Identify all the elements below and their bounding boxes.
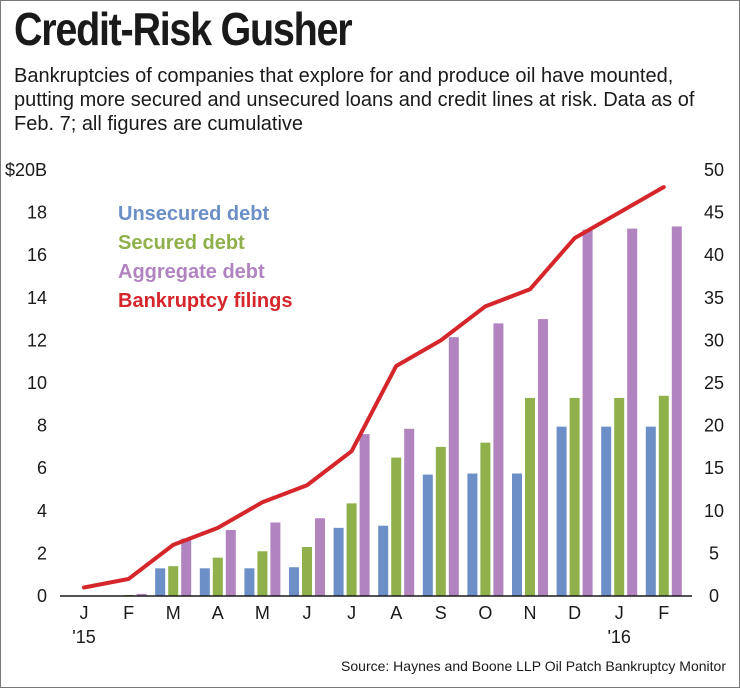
unsecured-debt-bar (199, 568, 210, 596)
secured-debt-bar (257, 551, 268, 596)
x-tick-label: A (390, 603, 402, 623)
chart-title: Credit-Risk Gusher (14, 3, 353, 55)
left-tick-label: 14 (27, 288, 47, 308)
left-axis-ticks: 0 2 4 6 8 10 12 14 16 18 $20B (5, 160, 47, 606)
left-tick-label: 0 (37, 586, 47, 606)
left-tick-label: 2 (37, 543, 47, 563)
right-tick-label: 50 (704, 160, 724, 180)
left-tick-label: 16 (27, 245, 47, 265)
left-tick-label: 6 (37, 458, 47, 478)
legend-entry: Bankruptcy filings (118, 290, 292, 312)
aggregate-debt-bar (404, 428, 415, 596)
x-tick-label: F (658, 603, 669, 623)
aggregate-debt-bar (538, 319, 548, 596)
secured-debt-bar (168, 566, 179, 596)
secured-debt-bar (212, 557, 223, 596)
x-tick-label: M (166, 603, 181, 623)
unsecured-debt-bar (289, 567, 299, 596)
aggregate-debt-bar (359, 434, 370, 596)
bars (123, 226, 682, 596)
aggregate-debt-bar (315, 518, 325, 596)
x-tick-label: S (435, 603, 447, 623)
legend: Unsecured debt Secured debt Aggregate debt… (118, 203, 292, 312)
source-note: Source: Haynes and Boone LLP Oil Patch B… (341, 658, 726, 674)
secured-debt-bar (302, 547, 312, 596)
right-tick-label: 5 (709, 543, 719, 563)
left-tick-label: 8 (37, 416, 47, 436)
right-tick-label: 45 (704, 203, 724, 223)
year-label: '15 (72, 627, 95, 647)
aggregate-debt-bar (270, 522, 281, 596)
unsecured-debt-bar (378, 525, 389, 596)
unsecured-debt-bar (556, 426, 567, 596)
right-tick-label: 25 (704, 373, 724, 393)
aggregate-debt-bar (136, 593, 147, 596)
unsecured-debt-bar (601, 426, 612, 596)
right-tick-label: 20 (704, 416, 724, 436)
x-axis-labels: J F M A M J J A S O N D J F '15 '16 (72, 603, 669, 647)
left-tick-label: 12 (27, 330, 47, 350)
secured-debt-bar (658, 395, 669, 596)
secured-debt-bar (435, 446, 446, 596)
legend-entry: Secured debt (118, 232, 245, 254)
x-tick-label: D (568, 603, 581, 623)
x-tick-label: O (478, 603, 492, 623)
secured-debt-bar (391, 457, 402, 596)
aggregate-debt-bar (582, 229, 593, 596)
year-label: '16 (607, 627, 630, 647)
bankruptcy-filings-line (82, 185, 666, 590)
x-tick-label: J (347, 603, 356, 623)
aggregate-debt-bar (448, 337, 459, 596)
line-series (82, 185, 666, 590)
right-tick-label: 40 (704, 245, 724, 265)
right-tick-label: 10 (704, 501, 724, 521)
aggregate-debt-bar (493, 323, 504, 596)
unsecured-debt-bar (467, 473, 478, 596)
unsecured-debt-bar (244, 568, 255, 596)
aggregate-debt-bar (671, 226, 682, 596)
x-tick-label: J (80, 603, 89, 623)
unsecured-debt-bar (333, 527, 344, 596)
right-axis-ticks: 0 5 10 15 20 25 30 35 40 45 50 (704, 160, 724, 606)
aggregate-debt-bar (627, 228, 638, 596)
secured-debt-bar (614, 397, 625, 596)
x-tick-label: M (255, 603, 270, 623)
secured-debt-bar (525, 397, 535, 596)
aggregate-debt-bar (225, 529, 236, 596)
left-tick-label: 4 (37, 501, 47, 521)
secured-debt-bar (346, 503, 357, 596)
unsecured-debt-bar (155, 568, 166, 596)
legend-entry: Aggregate debt (118, 261, 265, 283)
legend-entry: Unsecured debt (118, 203, 269, 225)
chart-subtitle: Bankruptcies of companies that explore f… (14, 65, 695, 135)
x-tick-label: N (524, 603, 537, 623)
x-tick-label: A (212, 603, 224, 623)
x-tick-label: J (615, 603, 624, 623)
aggregate-debt-bar (181, 538, 192, 596)
left-tick-label: $20B (5, 160, 47, 180)
unsecured-debt-bar (645, 426, 656, 596)
unsecured-debt-bar (422, 474, 433, 596)
left-tick-label: 10 (27, 373, 47, 393)
right-tick-label: 15 (704, 458, 724, 478)
x-tick-label: F (123, 603, 134, 623)
secured-debt-bar (569, 397, 580, 596)
right-tick-label: 35 (704, 288, 724, 308)
unsecured-debt-bar (512, 473, 522, 596)
left-tick-label: 18 (27, 203, 47, 223)
right-tick-label: 0 (709, 586, 719, 606)
x-tick-label: J (303, 603, 312, 623)
secured-debt-bar (480, 442, 491, 596)
right-tick-label: 30 (704, 330, 724, 350)
